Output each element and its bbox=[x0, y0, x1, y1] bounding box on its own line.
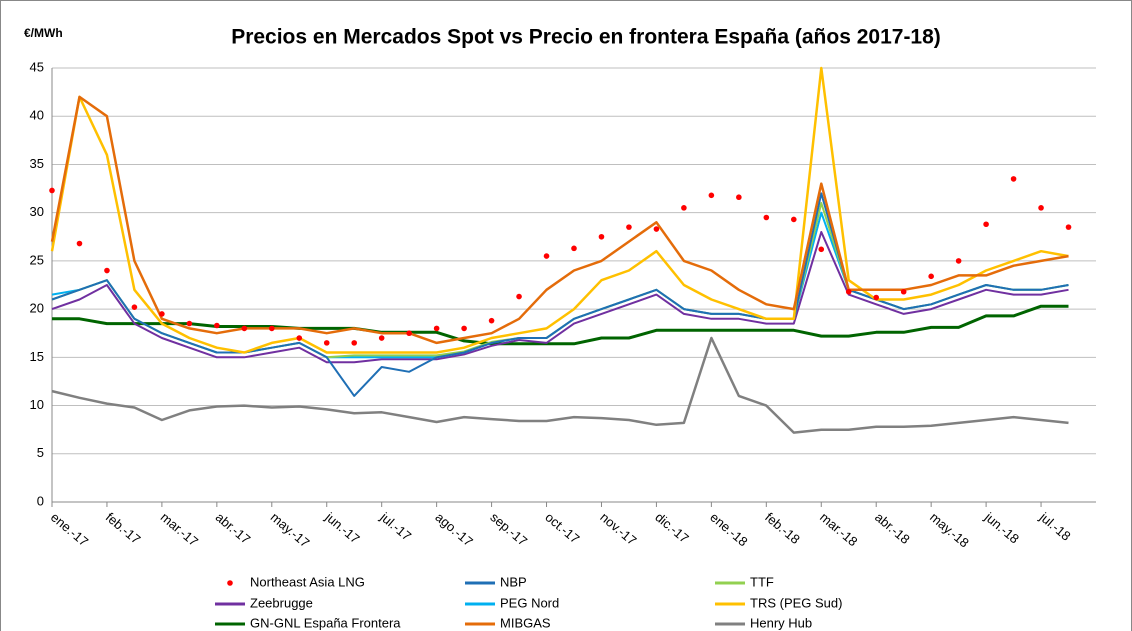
marker bbox=[406, 330, 412, 337]
marker bbox=[296, 335, 303, 341]
marker bbox=[736, 194, 742, 201]
marker bbox=[543, 253, 550, 259]
series-line bbox=[51, 231, 1069, 364]
y-tick-label: 45 bbox=[30, 59, 44, 74]
marker bbox=[955, 258, 962, 264]
marker bbox=[186, 320, 193, 327]
marker bbox=[928, 273, 934, 280]
legend-label: GN-GNL España Frontera bbox=[250, 615, 401, 630]
series-line bbox=[51, 192, 1069, 397]
marker bbox=[708, 192, 715, 199]
marker bbox=[873, 294, 880, 301]
y-tick-label: 0 bbox=[37, 493, 44, 508]
legend-label: PEG Nord bbox=[500, 595, 559, 610]
marker bbox=[790, 216, 797, 223]
legend-label: TRS (PEG Sud) bbox=[750, 595, 842, 610]
legend-swatch bbox=[227, 580, 233, 586]
marker bbox=[653, 226, 660, 232]
marker bbox=[900, 288, 907, 295]
marker bbox=[241, 325, 248, 332]
marker bbox=[626, 224, 632, 230]
marker bbox=[1038, 205, 1044, 211]
marker bbox=[598, 233, 605, 240]
y-tick-label: 30 bbox=[30, 204, 44, 219]
marker bbox=[818, 246, 825, 253]
marker bbox=[268, 325, 275, 332]
marker bbox=[378, 335, 385, 341]
marker bbox=[159, 311, 165, 317]
series-line bbox=[50, 95, 1069, 345]
marker bbox=[323, 340, 330, 346]
marker bbox=[433, 325, 440, 332]
marker bbox=[1065, 224, 1072, 230]
marker bbox=[488, 317, 495, 324]
marker bbox=[1010, 176, 1017, 182]
legend-label: MIBGAS bbox=[500, 615, 551, 630]
marker bbox=[49, 187, 55, 194]
y-tick-label: 20 bbox=[30, 301, 44, 316]
legend-label: Henry Hub bbox=[750, 615, 812, 630]
y-tick-label: 5 bbox=[37, 445, 44, 460]
marker bbox=[571, 245, 577, 252]
marker bbox=[845, 288, 852, 295]
marker bbox=[763, 214, 770, 221]
legend-label: Zeebrugge bbox=[250, 595, 313, 610]
y-axis-label: €/MWh bbox=[24, 26, 63, 40]
y-tick-label: 35 bbox=[30, 156, 44, 171]
y-tick-label: 40 bbox=[30, 108, 44, 123]
legend-label: TTF bbox=[750, 574, 774, 589]
series-line bbox=[52, 304, 1069, 346]
series-line bbox=[51, 336, 1069, 434]
marker bbox=[131, 304, 138, 310]
marker bbox=[516, 293, 522, 300]
marker bbox=[461, 325, 467, 332]
marker bbox=[214, 322, 220, 329]
marker bbox=[104, 267, 110, 274]
chart-title: Precios en Mercados Spot vs Precio en fr… bbox=[231, 26, 941, 49]
legend-label: NBP bbox=[500, 574, 527, 589]
legend-label: Northeast Asia LNG bbox=[250, 574, 365, 589]
marker bbox=[351, 340, 358, 346]
y-tick-label: 25 bbox=[30, 252, 44, 267]
y-tick-label: 10 bbox=[30, 397, 44, 412]
marker bbox=[983, 221, 989, 228]
y-tick-label: 15 bbox=[30, 349, 44, 364]
marker bbox=[76, 240, 83, 247]
marker bbox=[681, 205, 687, 211]
series-line bbox=[50, 66, 1069, 354]
